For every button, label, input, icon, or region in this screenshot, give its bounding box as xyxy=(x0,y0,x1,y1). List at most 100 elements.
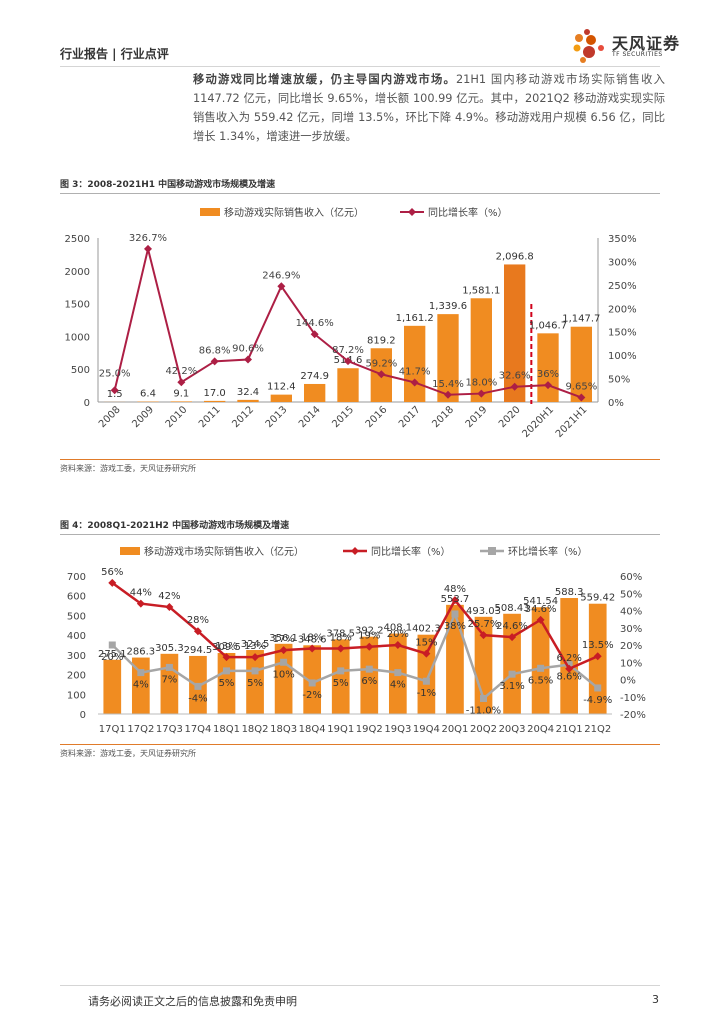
bar xyxy=(474,616,493,714)
figure4-title: 图 4：2008Q1-2021H2 中国移动游戏市场规模及增速 xyxy=(60,521,290,531)
bar-value-label: 1,339.6 xyxy=(429,301,467,312)
legend-bar-label: 移动游戏实际销售收入（亿元） xyxy=(224,206,364,219)
bar-value-label: 275.1 xyxy=(98,649,127,660)
y-left-tick: 400 xyxy=(67,631,86,642)
x-tick-label: 18Q2 xyxy=(242,724,269,735)
bar-value-label: 6.4 xyxy=(140,389,156,400)
y-right-tick: 150% xyxy=(608,328,637,339)
yoy-point xyxy=(536,615,545,624)
bar-value-label: 1,046.7 xyxy=(529,320,567,331)
bar-value-label: 1,161.2 xyxy=(396,313,434,324)
header-divider xyxy=(60,66,660,67)
y-right-tick: 0% xyxy=(608,398,624,409)
y-left-tick: 100 xyxy=(67,690,86,701)
bar-value-label: 1,581.1 xyxy=(462,285,500,296)
yoy-point xyxy=(108,578,117,587)
qoq-point xyxy=(337,667,345,675)
bar-value-label: 378.5 xyxy=(326,628,355,639)
qoq-label: 5% xyxy=(219,678,235,689)
yoy-point xyxy=(479,631,488,640)
yoy-label: 56% xyxy=(101,567,123,578)
company-logo xyxy=(573,29,604,63)
bar xyxy=(217,652,236,714)
yoy-label: 144.6% xyxy=(296,318,334,329)
x-tick-label: 20Q1 xyxy=(441,724,468,735)
bar xyxy=(504,264,526,402)
qoq-label: 38% xyxy=(444,621,466,632)
figure3-source: 资料来源：游戏工委，天风证券研究所 xyxy=(60,464,196,473)
yoy-label: 17% xyxy=(272,634,294,645)
x-tick-label: 2010 xyxy=(164,404,190,430)
yoy-label: 36% xyxy=(537,369,559,380)
qoq-label: 8.6% xyxy=(556,672,581,683)
yoy-point xyxy=(565,664,574,673)
qoq-line xyxy=(111,610,599,701)
yoy-point xyxy=(393,641,402,649)
x-tick-label: 2012 xyxy=(230,404,256,430)
figure3-title: 图 3：2008-2021H1 中国移动游戏市场规模及增速 xyxy=(60,180,276,190)
y-left-tick: 600 xyxy=(67,592,86,603)
yoy-label: 25.0% xyxy=(99,368,131,379)
x-tick-label: 2009 xyxy=(130,404,156,430)
x-tick-label: 2021H1 xyxy=(554,404,590,440)
x-tick-label: 19Q3 xyxy=(384,724,411,735)
qoq-label: 4% xyxy=(133,680,149,691)
bar-value-label: 324.5 xyxy=(241,639,270,650)
yoy-label: 18.0% xyxy=(465,378,497,389)
y-left-tick: 0 xyxy=(80,710,86,721)
bar xyxy=(470,298,492,402)
qoq-label: 7% xyxy=(161,674,177,685)
figure3-top-rule xyxy=(60,193,660,194)
yoy-point xyxy=(410,378,419,387)
x-tick-label: 2015 xyxy=(330,404,356,430)
bar xyxy=(446,604,464,714)
bar-value-label: 348.6 xyxy=(298,634,327,645)
yoy-label: 44% xyxy=(130,588,152,599)
qoq-label: 6.5% xyxy=(528,675,553,686)
qoq-label: 3.1% xyxy=(499,681,524,692)
yoy-point xyxy=(422,649,431,658)
qoq-point xyxy=(137,669,145,677)
bar xyxy=(237,399,259,402)
y-left-tick: 500 xyxy=(67,611,86,622)
y-left-tick: 1000 xyxy=(65,332,90,343)
y-right-tick: 300% xyxy=(608,257,637,268)
figure4-top-rule xyxy=(60,534,660,535)
bar-value-label: 402.3 xyxy=(412,624,441,635)
yoy-label: 90.6% xyxy=(232,344,264,355)
x-tick-label: 2011 xyxy=(197,404,223,430)
bar xyxy=(246,650,264,714)
qoq-point xyxy=(508,670,516,678)
qoq-point xyxy=(565,661,573,669)
x-tick-label: 18Q4 xyxy=(299,724,326,735)
x-tick-label: 21Q2 xyxy=(584,724,611,735)
yoy-label: 13% xyxy=(244,641,266,652)
bar xyxy=(360,636,379,714)
yoy-point xyxy=(365,642,374,651)
qoq-point xyxy=(194,682,202,690)
bar xyxy=(560,598,579,714)
y-left-tick: 2000 xyxy=(65,267,90,278)
figure4-chart: 移动游戏市场实际销售收入（亿元） 同比增长率（%） 环比增长率（%） 0 100 200 3… xyxy=(67,545,646,735)
bar xyxy=(274,643,293,714)
y-right-tick: 10% xyxy=(620,658,642,669)
y-right-tick: -10% xyxy=(620,693,646,704)
yoy-point xyxy=(136,599,145,608)
y-left-tick: 300 xyxy=(67,651,86,662)
bar xyxy=(170,401,192,402)
y-left-tick: 500 xyxy=(71,365,90,376)
x-tick-label: 2013 xyxy=(264,404,290,430)
yoy-label: 87.2% xyxy=(332,345,364,356)
legend-yoy-label: 同比增长率（%） xyxy=(371,545,451,558)
y-right-tick: 30% xyxy=(620,624,642,635)
yoy-point xyxy=(508,633,517,642)
bar xyxy=(103,659,122,714)
yoy-point xyxy=(344,357,352,366)
y-right-tick: -20% xyxy=(620,710,646,721)
yoy-point xyxy=(110,386,119,395)
yoy-label: 20% xyxy=(387,629,409,640)
qoq-point xyxy=(308,679,316,687)
yoy-point xyxy=(222,653,231,662)
legend-bar-swatch xyxy=(120,547,140,555)
yoy-point xyxy=(165,603,174,612)
